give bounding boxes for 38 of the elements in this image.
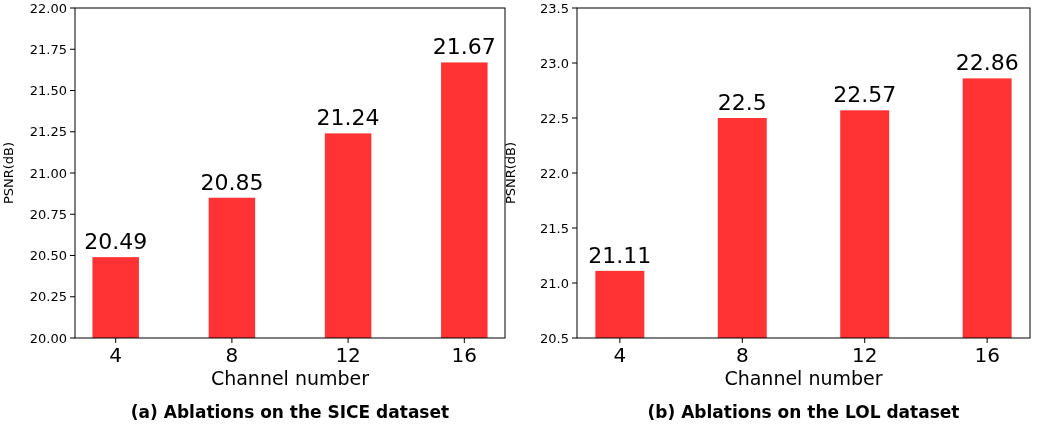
y-tick-label: 21.5: [540, 220, 569, 236]
y-tick-label: 22.00: [29, 0, 67, 16]
text: (a) Ablations on the SICE dataset: [130, 402, 450, 422]
y-axis-title: PSNR(dB): [1, 141, 16, 205]
x-tick-label: 8: [735, 343, 749, 367]
y-tick-label: 20.25: [29, 289, 67, 305]
y-tick-label: 21.75: [29, 41, 67, 57]
data-label: 20.49: [84, 229, 148, 255]
y-tick-label: 21.0: [540, 275, 569, 291]
y-tick-label: 22.0: [540, 165, 569, 181]
y-tick-label: 20.5: [540, 330, 569, 346]
y-tick-label: 22.5: [540, 110, 569, 126]
data-label: 21.67: [432, 34, 496, 60]
data-label: 21.11: [588, 242, 652, 268]
data-label: 20.85: [200, 169, 264, 195]
data-label: 22.86: [955, 50, 1019, 76]
x-axis-title: Channel number: [210, 367, 370, 389]
x-tick-label: 16: [974, 343, 1000, 367]
y-tick-label: 20.75: [29, 206, 67, 222]
y-tick-label: 23.5: [540, 0, 569, 16]
y-tick-label: 21.00: [29, 165, 67, 181]
data-label: 22.57: [833, 82, 897, 108]
x-tick-label: 12: [851, 343, 878, 367]
x-tick-label: 4: [613, 343, 627, 367]
y-tick-label: 23.0: [540, 55, 569, 71]
text: (b) Ablations on the LOL dataset: [647, 402, 960, 422]
data-label: 22.5: [717, 90, 767, 115]
y-tick-label: 20.00: [29, 330, 67, 346]
y-axis-title: PSNR(dB): [503, 141, 518, 205]
x-tick-label: 4: [109, 343, 123, 367]
x-tick-label: 16: [451, 343, 478, 367]
x-axis-title: Channel number: [724, 367, 883, 389]
x-tick-label: 12: [335, 343, 361, 367]
data-label: 21.24: [316, 105, 380, 131]
y-tick-label: 21.25: [29, 124, 67, 140]
y-tick-label: 20.50: [29, 248, 67, 264]
y-tick-label: 21.50: [29, 83, 67, 99]
x-tick-label: 8: [225, 343, 239, 367]
